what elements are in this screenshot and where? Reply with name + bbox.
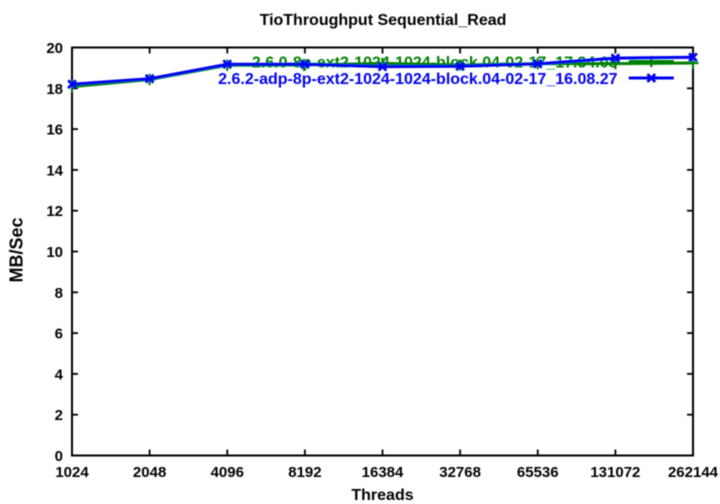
svg-text:TioThroughput Sequential_Read: TioThroughput Sequential_Read: [260, 12, 507, 29]
svg-text:Threads: Threads: [351, 487, 413, 504]
svg-text:2: 2: [55, 407, 63, 424]
svg-text:32768: 32768: [439, 464, 481, 481]
svg-text:8: 8: [55, 285, 63, 302]
svg-text:262144: 262144: [668, 464, 719, 481]
svg-text:2.6.0-8p-ext2-1024-1024-block.: 2.6.0-8p-ext2-1024-1024-block.04-02-17_1…: [252, 54, 618, 71]
svg-text:MB/Sec: MB/Sec: [7, 217, 27, 282]
svg-text:10: 10: [46, 244, 63, 261]
svg-text:4096: 4096: [211, 464, 244, 481]
svg-text:14: 14: [46, 162, 63, 179]
svg-text:18: 18: [46, 81, 63, 98]
svg-text:1024: 1024: [55, 464, 89, 481]
svg-text:16384: 16384: [362, 464, 404, 481]
svg-text:20: 20: [46, 40, 63, 57]
svg-text:12: 12: [46, 203, 63, 220]
svg-text:4: 4: [55, 366, 64, 383]
svg-text:16: 16: [46, 122, 63, 139]
svg-text:65536: 65536: [517, 464, 559, 481]
svg-text:6: 6: [55, 326, 63, 343]
svg-text:0: 0: [55, 448, 63, 465]
svg-text:131072: 131072: [590, 464, 640, 481]
svg-text:2.6.2-adp-8p-ext2-1024-1024-bl: 2.6.2-adp-8p-ext2-1024-1024-block.04-02-…: [218, 71, 617, 88]
svg-text:8192: 8192: [288, 464, 321, 481]
svg-text:2048: 2048: [133, 464, 166, 481]
